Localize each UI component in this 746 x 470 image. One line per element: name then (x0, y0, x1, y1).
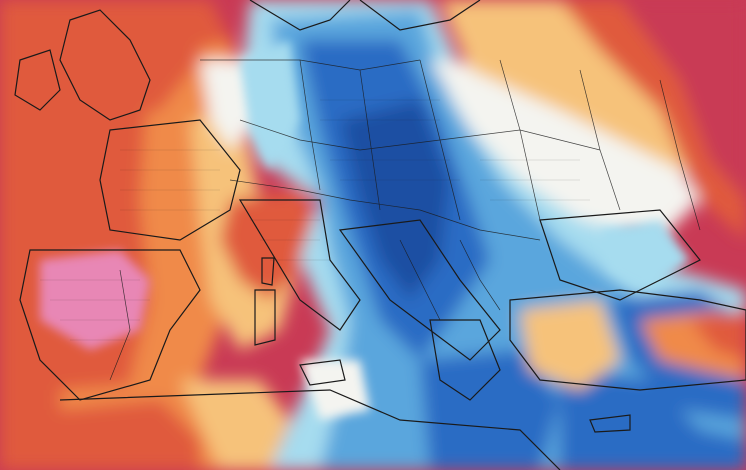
coastline-ireland (14, 49, 61, 111)
coastline-balkans (338, 219, 501, 361)
coastline-corsica (261, 257, 275, 286)
coastline-sicily (299, 359, 346, 386)
coastline-iberia (19, 249, 201, 401)
coastline-uk (59, 9, 151, 121)
coastline-north-africa (59, 389, 561, 470)
coastline-borders (14, 0, 746, 470)
coastline-cyprus (589, 414, 631, 433)
coastline-baltic (359, 0, 481, 31)
country-borders (109, 59, 701, 381)
region-grid (40, 99, 590, 341)
coastline-black-sea (539, 209, 701, 301)
coastline-france (99, 119, 241, 241)
coastline-sardinia (254, 289, 276, 346)
coastline-greece (429, 319, 501, 401)
coastline-turkey (509, 289, 746, 391)
coastline-scandinavia (249, 0, 351, 31)
coastline-italy (238, 199, 361, 331)
